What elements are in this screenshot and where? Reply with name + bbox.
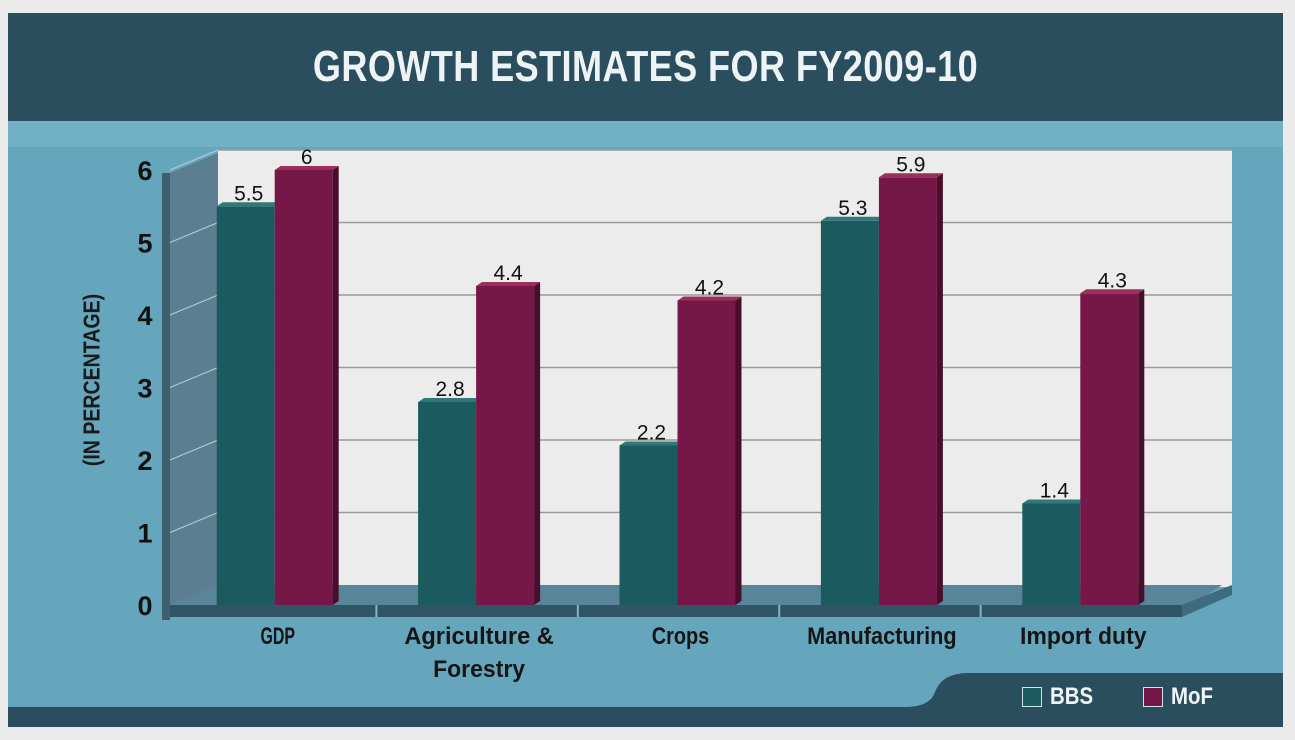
- bar-bbs: [619, 445, 678, 605]
- bar-top: [216, 202, 281, 207]
- gridline-side: [169, 149, 219, 171]
- legend-swatch-bbs: [1022, 687, 1042, 707]
- floor-front: [170, 605, 1182, 617]
- bar-top: [619, 441, 684, 446]
- legend-label-mof: MoF: [1171, 683, 1213, 710]
- bar-top: [820, 216, 885, 221]
- bar-top: [1022, 499, 1087, 504]
- bar-side: [332, 166, 339, 605]
- bar-mof: [677, 300, 736, 605]
- data-label: 5.9: [896, 153, 925, 176]
- legend-band: [8, 673, 1283, 727]
- bar-bbs: [820, 220, 879, 605]
- bar-top: [274, 166, 339, 170]
- legend-label-bbs: BBS: [1050, 683, 1094, 710]
- bar-mof: [274, 170, 333, 605]
- y-tick-label: 2: [137, 446, 152, 476]
- legend-item-mof: MoF: [1143, 683, 1220, 710]
- x-tick-label: Forestry: [433, 656, 526, 683]
- bar-top: [878, 173, 943, 178]
- legend-item-bbs: BBS: [1022, 683, 1101, 710]
- bar-mof: [476, 286, 535, 605]
- bar-bbs: [418, 402, 477, 605]
- data-label: 6: [301, 146, 313, 169]
- gridline-side: [169, 367, 219, 388]
- x-tick-label: Agriculture &: [404, 623, 554, 650]
- x-tick-label: Crops: [652, 623, 710, 650]
- y-tick-label: 0: [137, 591, 152, 621]
- floor-side: [1182, 585, 1232, 617]
- gridline-side: [169, 512, 219, 533]
- data-label: 2.2: [637, 422, 666, 445]
- bar-top: [418, 398, 483, 402]
- data-label: 2.8: [435, 378, 464, 401]
- bar-side: [534, 282, 541, 605]
- y-tick-label: 1: [137, 519, 152, 549]
- data-label: 5.5: [234, 182, 263, 205]
- data-label: 4.4: [493, 262, 523, 285]
- bar-mof: [878, 177, 937, 605]
- bar-bbs: [216, 206, 275, 605]
- bar-bbs: [1022, 503, 1081, 605]
- side-wall: [170, 153, 218, 605]
- x-tick-label: GDP: [260, 623, 295, 650]
- bar-side: [1138, 289, 1145, 605]
- axis-bar: [162, 173, 170, 620]
- gridline-side: [169, 222, 219, 243]
- data-label: 4.3: [1098, 269, 1127, 292]
- y-tick-label: 5: [137, 229, 152, 259]
- bar-mof: [1080, 293, 1139, 605]
- bar-side: [936, 173, 943, 605]
- title-stripe: [8, 121, 1283, 147]
- data-label: 5.3: [838, 197, 867, 220]
- bar-top: [1080, 289, 1145, 294]
- bar-side: [735, 296, 742, 605]
- chart-title: GROWTH ESTIMATES FOR FY2009-10: [312, 42, 979, 91]
- y-tick-label: 4: [137, 301, 152, 331]
- bar-top: [476, 282, 541, 286]
- title-bar: GROWTH ESTIMATES FOR FY2009-10: [8, 13, 1283, 121]
- gridline-side: [169, 439, 219, 461]
- y-tick-label: 6: [137, 156, 152, 186]
- bar-top: [677, 296, 742, 301]
- x-tick-label: Import duty: [1020, 623, 1147, 650]
- x-tick-label: Manufacturing: [807, 623, 957, 650]
- data-label: 4.2: [695, 277, 724, 300]
- y-tick-label: 3: [137, 374, 152, 404]
- gridline-side: [169, 294, 219, 316]
- data-label: 1.4: [1040, 480, 1070, 503]
- legend-swatch-mof: [1143, 687, 1163, 707]
